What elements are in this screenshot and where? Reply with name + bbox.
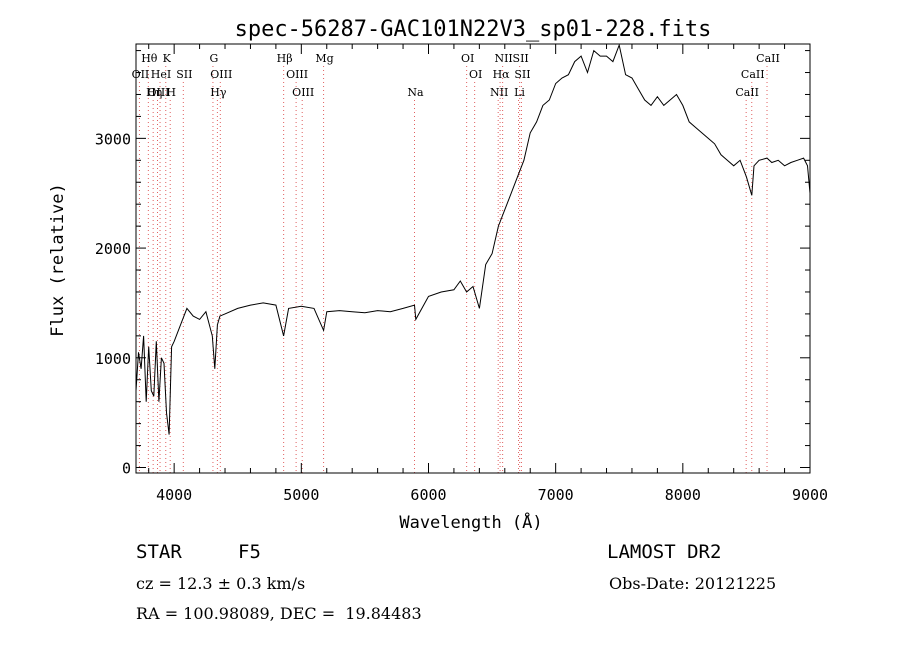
survey-name: LAMOST DR2 <box>607 541 722 563</box>
x-tick-label: 7000 <box>538 486 574 504</box>
spectral-line-label: SII <box>513 52 529 65</box>
spectral-line-label: NII <box>494 52 512 65</box>
spectral-line-label: Hγ <box>210 86 227 99</box>
spectral-line-label: Hα <box>493 68 511 81</box>
spectral-line-label: OI <box>469 68 482 81</box>
spectral-line-label: NII <box>490 86 508 99</box>
spectral-line-label: OIII <box>210 68 232 81</box>
observation-date: Obs-Date: 20121225 <box>609 574 777 593</box>
y-tick-label: 1000 <box>95 350 131 368</box>
y-tick-label: 2000 <box>95 240 131 258</box>
spectral-line-label: SII <box>176 68 192 81</box>
y-axis: 0 1000 2000 3000 <box>95 50 810 478</box>
spectral-line-label: OIII <box>286 68 308 81</box>
spectral-line-label: OIII <box>147 86 169 99</box>
redshift-cz: cz = 12.3 ± 0.3 km/s <box>136 574 306 593</box>
x-tick-label: 8000 <box>665 486 701 504</box>
spectral-line-label: OIII <box>292 86 314 99</box>
y-axis-label: Flux (relative) <box>48 183 68 337</box>
spectral-line-label: OI <box>461 52 474 65</box>
spectrum-series-line <box>135 43 811 435</box>
spectral-line-label: HeI <box>151 68 171 81</box>
spectral-line-label: Hη <box>146 86 162 99</box>
x-tick-label: 6000 <box>410 486 446 504</box>
x-axis: 4000 5000 6000 7000 8000 9000 <box>148 44 828 504</box>
subclass: F5 <box>238 541 261 563</box>
spectral-line-label: CaII <box>756 52 780 65</box>
x-axis-label: Wavelength (Å) <box>399 511 542 533</box>
y-tick-label: 0 <box>122 460 131 478</box>
spectral-line-label: Hβ <box>277 52 293 65</box>
spectral-line-label: Mg <box>315 52 333 65</box>
object-class: STAR <box>136 541 182 563</box>
y-tick-label: 3000 <box>95 130 131 148</box>
spectral-line-label: Hθ <box>141 52 158 65</box>
spectral-line-label: H <box>166 86 176 99</box>
spectral-line-label: K <box>163 52 172 65</box>
chart-title: spec-56287-GAC101N22V3_sp01-228.fits <box>235 17 712 42</box>
spectral-line-label: CaII <box>735 86 759 99</box>
plot-frame <box>135 43 811 474</box>
x-tick-label: 9000 <box>792 486 828 504</box>
spectral-line-label: G <box>210 52 219 65</box>
x-tick-label: 5000 <box>283 486 319 504</box>
spectral-line-label: Li <box>514 86 525 99</box>
spectral-line-label: Na <box>407 86 424 99</box>
line-markers <box>138 66 768 473</box>
spectral-line-label: CaII <box>741 68 765 81</box>
x-tick-label: 4000 <box>156 486 192 504</box>
spectral-line-label: OII <box>132 68 150 81</box>
spectral-line-label: SII <box>514 68 530 81</box>
ra-dec-coordinates: RA = 100.98089, DEC = 19.84483 <box>136 604 422 623</box>
